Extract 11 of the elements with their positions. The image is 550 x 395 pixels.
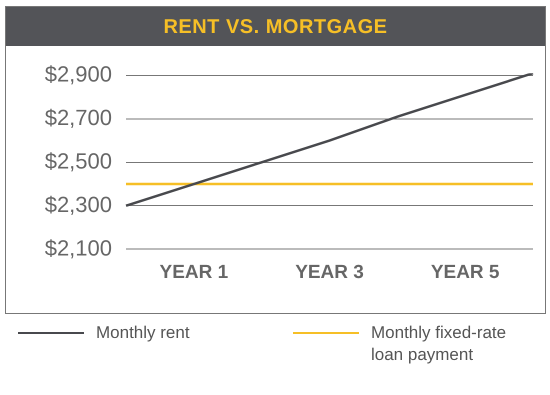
chart-title: RENT VS. MORTGAGE xyxy=(6,7,545,46)
x-tick-label: YEAR 3 xyxy=(295,262,364,283)
x-tick-label: YEAR 1 xyxy=(160,262,229,283)
y-tick-label: $2,900 xyxy=(44,61,112,86)
y-tick-label: $2,500 xyxy=(44,148,112,174)
legend-label: Monthly rent xyxy=(96,322,190,344)
x-tick-label: YEAR 5 xyxy=(430,262,500,283)
y-tick-label: $2,100 xyxy=(44,235,112,260)
legend-label: Monthly fixed-rate loan payment xyxy=(371,322,508,366)
y-tick-label: $2,700 xyxy=(44,104,112,130)
y-tick-label: $2,300 xyxy=(44,192,112,217)
